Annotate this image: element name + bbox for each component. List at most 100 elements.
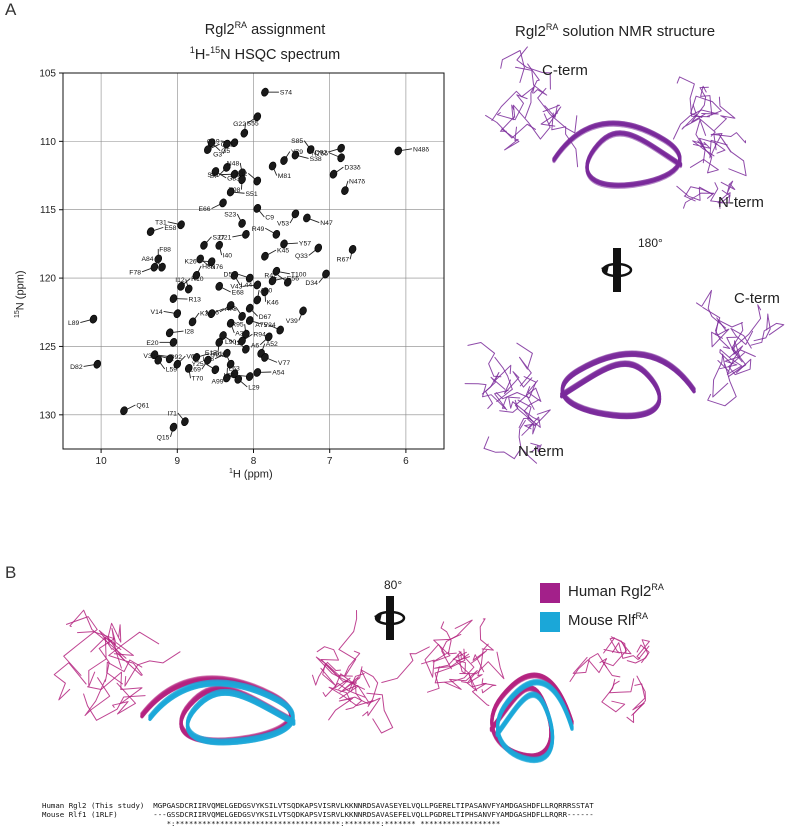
peak-label: D8 xyxy=(226,305,235,312)
hsqc-peak: C9 xyxy=(253,204,274,222)
backbone-trace xyxy=(699,137,726,157)
peak-label: L69 xyxy=(190,367,202,374)
peak-mark xyxy=(261,251,269,261)
backbone-trace xyxy=(717,345,744,374)
backbone-trace xyxy=(485,376,506,409)
backbone-trace xyxy=(512,104,551,140)
peak-mark xyxy=(226,301,235,310)
peak-mark xyxy=(253,112,262,122)
backbone-trace xyxy=(521,423,537,436)
peak-mark xyxy=(169,294,178,303)
peak-label: S51 xyxy=(246,191,258,198)
hsqc-peak: E17 xyxy=(205,337,223,357)
peak-label: S7 xyxy=(209,173,218,180)
hsqc-peak: S27 xyxy=(200,234,225,250)
peak-mark xyxy=(253,204,262,213)
hsqc-peak: K46 xyxy=(261,287,279,306)
hsqc-peak: V77 xyxy=(261,353,290,367)
peak-label: L63 xyxy=(228,365,240,372)
peak-label: M81 xyxy=(278,173,291,180)
peak-mark xyxy=(192,353,201,362)
hsqc-peak: V39 xyxy=(286,306,307,325)
hsqc-peak: S41 xyxy=(207,169,239,179)
peak-mark xyxy=(299,306,307,316)
peak-label: S23 xyxy=(224,212,236,219)
backbone-trace xyxy=(719,340,741,370)
hsqc-peak: E56 xyxy=(268,275,299,286)
y-tick-label: 115 xyxy=(40,205,56,216)
backbone-trace xyxy=(464,383,508,411)
peak-mark xyxy=(264,332,273,342)
peak-mark xyxy=(215,240,223,250)
peak-label: L89 xyxy=(68,320,80,327)
backbone-trace xyxy=(338,610,358,676)
backbone-trace xyxy=(676,76,711,118)
peak-mark xyxy=(165,328,174,338)
peak-mark xyxy=(223,139,231,149)
backbone-trace xyxy=(69,609,127,659)
peak-label: V43 xyxy=(230,284,242,291)
nmr-ensemble-bottom xyxy=(464,289,785,464)
peak-label: G5 xyxy=(221,148,230,155)
peak-label: A75 xyxy=(255,322,267,329)
peak-mark xyxy=(223,348,231,358)
backbone-trace xyxy=(479,618,494,651)
hsqc-peak: T98 xyxy=(229,175,246,194)
peak-mark xyxy=(181,417,189,427)
peak-label: S85 xyxy=(291,138,303,145)
structure-title: Rgl2RA solution NMR structure xyxy=(515,22,716,40)
backbone-trace xyxy=(695,118,716,164)
legend-label-mouse: Mouse RlfRA xyxy=(568,611,649,629)
hsqc-peak: N47δ xyxy=(341,178,365,195)
hsqc-peak: V53 xyxy=(277,209,300,228)
peak-label: C9 xyxy=(265,215,274,222)
backbone-trace xyxy=(518,420,538,464)
backbone-trace xyxy=(713,132,746,151)
backbone-trace xyxy=(612,642,650,661)
backbone-trace xyxy=(366,692,394,734)
label-cterm-bottom: C-term xyxy=(734,290,780,307)
hsqc-peak: S85 xyxy=(291,138,315,154)
hsqc-peak: K26 xyxy=(185,257,216,267)
peak-mark xyxy=(303,213,311,223)
backbone-trace xyxy=(717,192,731,209)
hsqc-peak: I12 xyxy=(175,277,193,294)
peak-label: A73 xyxy=(225,306,237,313)
backbone-trace xyxy=(468,672,490,706)
peak-label: Y79 xyxy=(291,149,303,156)
peak-label: S27 xyxy=(212,234,224,241)
peak-label: K45 xyxy=(277,248,289,255)
hsqc-peak: K35 xyxy=(188,310,212,327)
y-tick-label: 120 xyxy=(39,274,56,285)
superposition-structures xyxy=(53,609,650,764)
peak-mark xyxy=(226,187,235,197)
peak-mark xyxy=(276,325,284,335)
peak-label: Q92 xyxy=(314,150,327,157)
backbone-trace xyxy=(700,85,713,116)
peak-mark xyxy=(158,262,166,272)
peak-label: A52 xyxy=(266,341,278,348)
backbone-trace xyxy=(728,352,752,376)
hsqc-peak: V43 xyxy=(230,280,262,291)
backbone-trace xyxy=(495,680,574,761)
hsqc-peak: N76δ xyxy=(312,150,345,163)
label-nterm-bottom: N-term xyxy=(518,443,564,460)
peak-label: V77 xyxy=(278,360,290,367)
peak-label: E58 xyxy=(164,225,176,232)
backbone-trace xyxy=(481,678,497,694)
hsqc-peak: T70 xyxy=(184,363,203,383)
hsqc-peak: R67 xyxy=(337,245,357,264)
x-tick-label: 10 xyxy=(96,456,108,467)
y-tick-label: 130 xyxy=(39,410,56,421)
backbone-trace xyxy=(726,336,756,357)
peak-mark xyxy=(268,276,277,286)
peak-mark xyxy=(238,219,246,228)
backbone-trace xyxy=(551,112,579,168)
alignment-row-human: Human Rgl2 (This study) MGPGASDCRIIRVQME… xyxy=(42,801,594,810)
peak-label: D21 xyxy=(219,234,232,241)
backbone-trace xyxy=(537,87,578,134)
peak-label: L29 xyxy=(248,384,260,391)
backbone-trace xyxy=(730,327,754,349)
peak-label: V39 xyxy=(286,318,298,325)
backbone-trace xyxy=(631,683,646,716)
